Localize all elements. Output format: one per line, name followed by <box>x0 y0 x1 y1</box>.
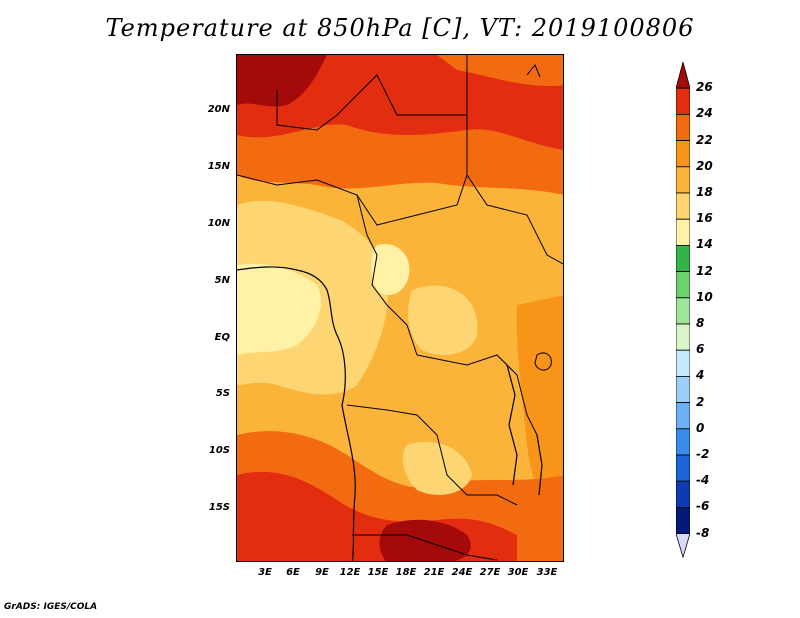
y-label-15s: 15S <box>208 502 230 513</box>
border-angola <box>346 404 518 506</box>
y-label-20n: 20N <box>207 104 230 115</box>
map-frame <box>236 54 564 562</box>
colorbar-swatch <box>676 218 690 246</box>
field-24-north <box>237 55 563 150</box>
lake-tanganyika <box>506 364 518 486</box>
colorbar-label: 20 <box>696 158 713 173</box>
coastline <box>237 266 356 561</box>
colorbar-label: 26 <box>696 80 713 95</box>
map-title: Temperature at 850hPa [C], VT: 201910080… <box>105 14 695 42</box>
x-label-3e: 3E <box>258 567 272 578</box>
colorbar-label: 4 <box>696 368 705 383</box>
x-label-27e: 27E <box>479 567 501 578</box>
colorbar-label: -8 <box>696 525 710 540</box>
x-label-33e: 33E <box>536 567 558 578</box>
border-sahel <box>237 115 468 226</box>
x-label-18e: 18E <box>395 567 417 578</box>
colorbar-swatch <box>676 140 690 168</box>
field-14-coast <box>237 263 321 355</box>
colorbar-label: 10 <box>696 289 713 304</box>
colorbar-label: 18 <box>696 185 713 199</box>
border-south <box>352 534 498 561</box>
colorbar-label: 14 <box>696 237 713 252</box>
colorbar-swatch <box>676 166 690 194</box>
colorbar-label: 24 <box>696 106 713 121</box>
colorbar-swatch <box>676 192 690 220</box>
colorbar-swatch <box>676 114 690 142</box>
colorbar-label: 0 <box>696 420 705 435</box>
y-label-10n: 10N <box>207 218 230 229</box>
field-14-central <box>371 244 410 295</box>
colorbar-swatch <box>676 349 690 377</box>
colorbar-swatch <box>676 323 690 351</box>
y-label-eq: EQ <box>214 332 230 343</box>
colorbar-label: 2 <box>696 394 705 409</box>
field-22-northeast <box>437 55 563 86</box>
border-sahara <box>276 55 468 131</box>
colorbar-label: 16 <box>696 211 713 226</box>
colorbar-arrow-bottom <box>676 533 690 558</box>
y-label-10s: 10S <box>208 445 230 456</box>
colorbar-label: -6 <box>696 499 710 514</box>
field-26-south <box>379 519 471 561</box>
border-central <box>356 194 418 356</box>
field-26-northwest <box>237 55 327 107</box>
field-20-east <box>516 295 563 534</box>
grads-credit: GrADS: IGES/COLA <box>4 602 98 612</box>
colorbar-swatch <box>676 454 690 482</box>
y-label-5n: 5N <box>214 275 230 286</box>
x-label-21e: 21E <box>423 567 445 578</box>
colorbar <box>676 62 690 558</box>
x-label-6e: 6E <box>286 567 300 578</box>
y-label-15n: 15N <box>207 161 230 172</box>
colorbar-swatch <box>676 375 690 403</box>
x-label-15e: 15E <box>367 567 389 578</box>
colorbar-swatch <box>676 402 690 430</box>
field-16-angola <box>402 441 472 495</box>
colorbar-swatch <box>676 506 690 534</box>
colorbar-label: 22 <box>696 132 713 147</box>
temperature-map <box>237 55 563 561</box>
colorbar-swatch <box>676 87 690 115</box>
lake-victoria <box>534 352 552 371</box>
red-sea-edge <box>526 64 541 78</box>
border-east <box>466 174 563 265</box>
colorbar-swatch <box>676 271 690 299</box>
colorbar-label: 12 <box>696 263 713 278</box>
colorbar-label: -4 <box>696 473 710 488</box>
colorbar-swatch <box>676 244 690 272</box>
y-label-5s: 5S <box>215 388 230 399</box>
colorbar-label: 8 <box>696 316 705 330</box>
x-label-12e: 12E <box>339 567 361 578</box>
colorbar-arrow-top <box>676 62 690 89</box>
x-label-9e: 9E <box>315 567 329 578</box>
lake-malawi <box>536 434 543 496</box>
colorbar-label: 6 <box>696 342 705 357</box>
colorbar-swatch <box>676 297 690 325</box>
field-16-congo <box>408 285 478 355</box>
colorbar-swatch <box>676 428 690 456</box>
colorbar-label: -2 <box>696 447 710 461</box>
colorbar-swatch <box>676 480 690 508</box>
x-label-30e: 30E <box>507 567 529 578</box>
x-label-24e: 24E <box>451 567 473 578</box>
